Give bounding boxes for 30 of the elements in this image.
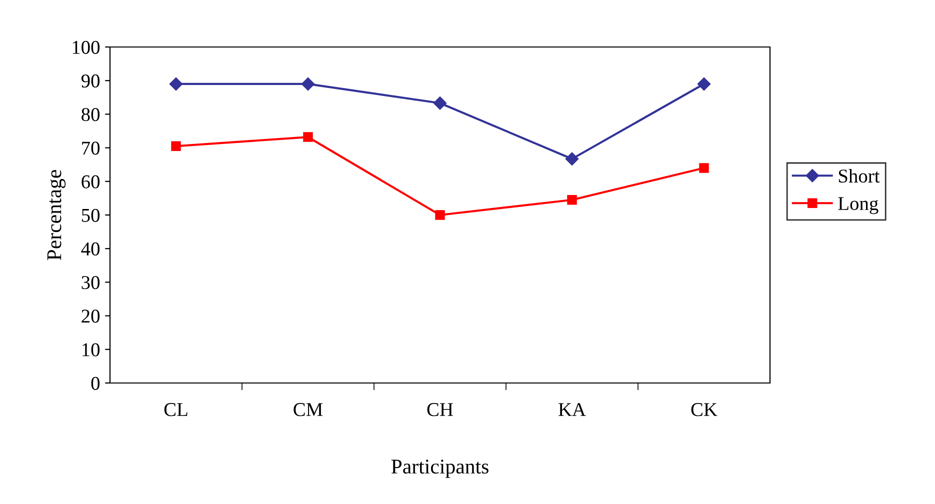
x-tick-label: CK xyxy=(691,403,718,416)
legend-label: Long xyxy=(838,197,878,214)
x-tick-label: KA xyxy=(558,403,586,416)
x-tick-label: CM xyxy=(294,403,323,416)
point xyxy=(435,210,445,220)
y-tick-label: 100 xyxy=(72,40,100,54)
y-tick-label: 90 xyxy=(81,74,100,88)
y-tick-label: 20 xyxy=(82,310,100,323)
y-axis-title: Percentage xyxy=(47,170,66,260)
point xyxy=(301,77,315,91)
x-tick-label: CH xyxy=(427,403,453,416)
x-tick-label: CL xyxy=(164,403,188,416)
x-axis-title: Participants xyxy=(391,460,488,478)
y-tick-label: 70 xyxy=(82,142,100,155)
y-tick-label: 60 xyxy=(82,175,100,188)
point xyxy=(303,132,313,142)
legend-label: Short xyxy=(838,168,880,183)
point xyxy=(565,152,579,166)
y-tick-label: 30 xyxy=(82,276,100,290)
point xyxy=(699,163,709,173)
point xyxy=(433,96,447,110)
point xyxy=(169,77,183,91)
y-tick-label: 80 xyxy=(82,108,100,122)
point xyxy=(171,141,181,151)
point xyxy=(567,195,577,205)
y-tick-label: 50 xyxy=(82,208,100,222)
y-tick-label: 0 xyxy=(91,376,100,390)
y-tick-label: 10 xyxy=(82,343,100,356)
point xyxy=(697,77,711,91)
y-tick-label: 40 xyxy=(81,242,100,256)
